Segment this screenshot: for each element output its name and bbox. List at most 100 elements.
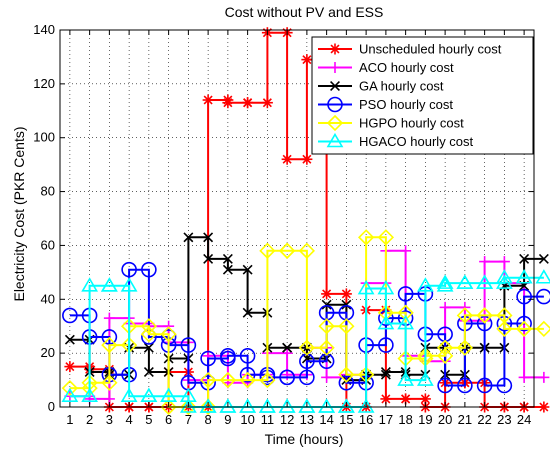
data-point: [357, 279, 375, 295]
legend-marker: [326, 114, 344, 132]
legend-marker: [329, 43, 341, 55]
legend-marker: [326, 132, 344, 148]
data-point: [518, 371, 530, 383]
x-tick-label: 22: [477, 412, 491, 427]
data-point: [222, 97, 234, 109]
data-point: [536, 288, 550, 305]
data-point: [456, 307, 474, 324]
data-point: [140, 326, 158, 343]
x-tick-label: 4: [126, 412, 133, 427]
data-point: [239, 371, 256, 389]
data-point: [282, 342, 293, 353]
data-point: [239, 366, 256, 383]
data-point: [160, 326, 177, 343]
legend-label: HGACO hourly cost: [359, 134, 474, 149]
data-point: [378, 337, 394, 353]
data-point: [64, 361, 76, 373]
legend-marker: [330, 81, 340, 91]
data-point: [496, 320, 513, 338]
data-point: [436, 347, 454, 364]
data-point: [380, 367, 391, 377]
x-tick-label: 2: [86, 412, 93, 427]
data-point: [199, 371, 217, 389]
x-tick-label: 21: [458, 412, 472, 427]
x-tick-label: 1: [66, 412, 73, 427]
data-point: [519, 253, 530, 264]
data-point: [380, 369, 391, 380]
y-tick-label: 100: [33, 130, 55, 145]
series-line: [69, 236, 544, 408]
data-point: [341, 299, 352, 310]
data-point: [299, 369, 315, 386]
data-point: [397, 286, 414, 302]
plot-series: [61, 27, 550, 416]
data-point: [377, 279, 395, 295]
data-point: [338, 366, 355, 383]
x-tick-label: 23: [497, 412, 511, 427]
data-point: [436, 274, 454, 289]
data-point: [279, 369, 295, 386]
data-point: [278, 398, 296, 413]
data-point: [337, 398, 355, 413]
data-point: [377, 314, 395, 330]
x-tick-label: 9: [224, 412, 231, 427]
data-point: [321, 288, 333, 300]
data-point: [476, 315, 493, 332]
x-tick-label: 15: [339, 412, 353, 427]
data-point: [301, 54, 313, 66]
legend-label: PSO hourly cost: [359, 97, 453, 112]
data-point: [479, 256, 491, 268]
data-point: [179, 398, 197, 413]
data-point: [318, 339, 335, 356]
data-point: [222, 264, 233, 275]
data-point: [437, 377, 453, 394]
data-point: [121, 261, 137, 278]
x-tick-label: 5: [145, 412, 152, 427]
data-point: [120, 387, 138, 403]
x-tick-label: 18: [398, 412, 412, 427]
data-point: [242, 97, 254, 109]
data-point: [219, 371, 237, 389]
data-point: [101, 336, 118, 354]
x-tick-label: 3: [106, 412, 113, 427]
data-point: [100, 277, 118, 292]
data-point: [140, 318, 158, 335]
data-point: [239, 348, 256, 364]
data-point: [397, 314, 415, 330]
y-tick-label: 40: [41, 291, 55, 306]
series-line: [69, 268, 544, 387]
x-tick-label: 8: [205, 412, 212, 427]
data-point: [377, 229, 395, 246]
data-point: [160, 398, 177, 416]
data-point: [476, 307, 493, 324]
data-point: [397, 371, 415, 386]
data-point: [199, 398, 217, 416]
y-tick-label: 120: [33, 76, 55, 91]
data-point: [457, 377, 473, 394]
data-point: [498, 256, 510, 268]
data-point: [538, 371, 550, 383]
data-point: [141, 261, 157, 278]
data-point: [318, 318, 335, 335]
data-point: [281, 347, 293, 359]
data-point: [516, 288, 532, 305]
data-point: [258, 398, 276, 413]
x-tick-label: 16: [359, 412, 373, 427]
data-point: [456, 339, 474, 356]
data-point: [338, 318, 355, 335]
x-tick-label: 12: [280, 412, 294, 427]
data-point: [495, 269, 513, 284]
data-point: [496, 377, 513, 394]
legend-entry: HGACO hourly cost: [318, 132, 474, 149]
data-point: [261, 97, 273, 109]
data-point: [456, 274, 474, 289]
data-point: [515, 269, 533, 284]
plot-frame: [59, 29, 535, 408]
y-tick-label: 60: [41, 237, 55, 252]
data-point: [81, 277, 99, 292]
legend-entry: Unscheduled hourly cost: [318, 42, 502, 57]
data-point: [516, 315, 532, 332]
data-point: [321, 371, 333, 383]
y-tick-label: 0: [48, 399, 55, 414]
legend-marker: [329, 62, 341, 73]
